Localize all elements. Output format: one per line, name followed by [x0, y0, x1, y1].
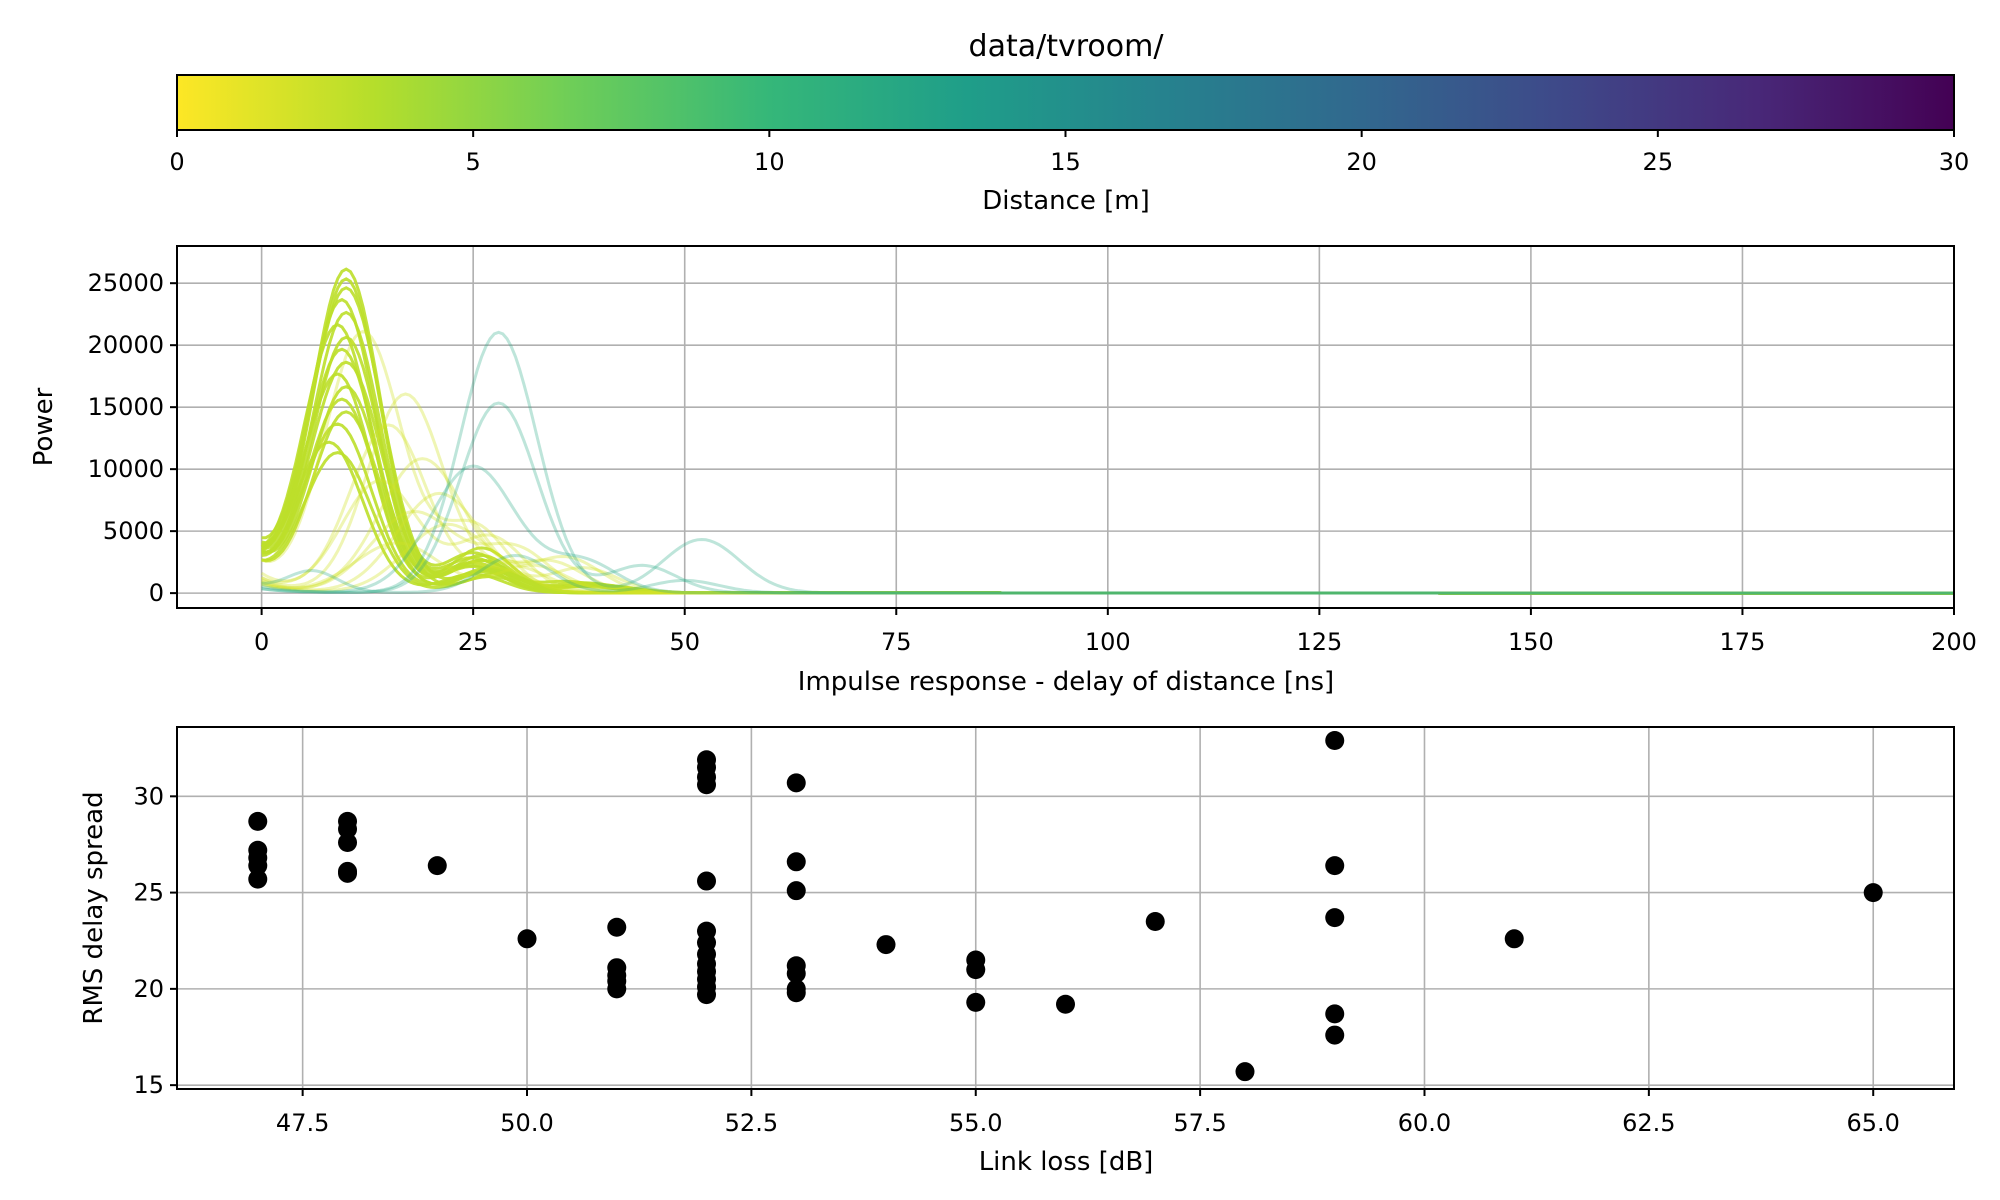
- scatter-point: [786, 881, 806, 901]
- colorbar-tick-label: 25: [1643, 148, 1674, 176]
- scatter-xtick-label: 60.0: [1398, 1109, 1451, 1137]
- scatter-xtick-label: 47.5: [276, 1109, 329, 1137]
- scatter-point: [786, 852, 806, 872]
- impulse-series-line: [261, 491, 1954, 595]
- scatter-xtick-label: 62.5: [1622, 1109, 1675, 1137]
- impulse-series-line: [261, 330, 1954, 595]
- colorbar-tick-label: 30: [1939, 148, 1970, 176]
- scatter-ytick-label: 15: [133, 1071, 164, 1099]
- impulse-series-line: [261, 464, 1954, 595]
- scatter-xtick-label: 55.0: [949, 1109, 1002, 1137]
- scatter-ylabel: RMS delay spread: [79, 791, 109, 1024]
- scatter-point: [248, 811, 268, 831]
- colorbar-tick-label: 15: [1050, 148, 1081, 176]
- impulse-grid: [177, 246, 1955, 608]
- impulse-xtick-label: 125: [1296, 628, 1342, 656]
- impulse-xtick-label: 175: [1720, 628, 1766, 656]
- colorbar-tick-label: 10: [754, 148, 785, 176]
- impulse-panel: 0 25 50 75 100 125 150 175 200 0 5000 10000 15000 200…: [29, 245, 1977, 697]
- scatter-point: [607, 917, 627, 937]
- scatter-point: [786, 983, 806, 1003]
- impulse-series-line: [261, 401, 1954, 595]
- impulse-series-line: [260, 423, 1954, 595]
- impulse-ytick-label: 10000: [88, 455, 164, 483]
- scatter-xtick-label: 65.0: [1847, 1109, 1900, 1137]
- colorbar-tick-label: 20: [1346, 148, 1377, 176]
- scatter-point: [338, 863, 358, 883]
- scatter-xtick-label: 57.5: [1173, 1109, 1226, 1137]
- scatter-point: [1235, 1062, 1255, 1082]
- impulse-ytick-label: 0: [149, 579, 164, 607]
- impulse-series-line: [261, 478, 1954, 595]
- impulse-xtick-label: 0: [254, 628, 269, 656]
- scatter-xtick-label: 52.5: [725, 1109, 778, 1137]
- scatter-xlabel: Link loss [dB]: [979, 1147, 1154, 1177]
- scatter-point: [338, 819, 358, 839]
- scatter-ticks: 47.5 50.0 52.5 55.0 57.5 60.0 62.5 65.0 15 20 25 30: [133, 782, 1899, 1137]
- scatter-grid: [177, 727, 1954, 1089]
- scatter-ytick-label: 20: [133, 975, 164, 1003]
- impulse-xtick-label: 150: [1508, 628, 1554, 656]
- impulse-xtick-label: 25: [458, 628, 489, 656]
- scatter-point: [966, 992, 986, 1012]
- colorbar-panel: data/tvroom/ 0 5 10 15 20 25 30 Distance [m]: [169, 29, 1969, 216]
- scatter-point: [1145, 911, 1165, 931]
- scatter-point: [1325, 856, 1345, 876]
- impulse-xlabel: Impulse response - delay of distance [ns…: [798, 667, 1334, 697]
- impulse-xtick-label: 200: [1931, 628, 1977, 656]
- scatter-point: [876, 935, 896, 955]
- impulse-ytick-label: 20000: [88, 331, 164, 359]
- colorbar-title: data/tvroom/: [969, 29, 1165, 64]
- scatter-point: [966, 960, 986, 980]
- scatter-point: [697, 775, 717, 795]
- colorbar-ticks: 0 5 10 15 20 25 30: [169, 130, 1969, 176]
- impulse-ticks: 0 25 50 75 100 125 150 175 200 0 5000 10000 15000 200…: [88, 269, 1977, 656]
- scatter-point: [517, 929, 537, 949]
- scatter-points: [248, 730, 1883, 1082]
- scatter-point: [1325, 1025, 1345, 1045]
- scatter-point: [1504, 929, 1524, 949]
- impulse-frame: [176, 245, 1955, 609]
- impulse-lines: [260, 267, 1954, 595]
- colorbar-tick-label: 5: [466, 148, 481, 176]
- scatter-point: [607, 979, 627, 999]
- scatter-frame: [176, 726, 1955, 1090]
- impulse-series-line: [261, 553, 1954, 595]
- impulse-series-line: [261, 541, 1954, 595]
- impulse-series-line: [261, 451, 1954, 595]
- scatter-point: [786, 773, 806, 793]
- scatter-point: [248, 869, 268, 889]
- scatter-point: [1863, 883, 1883, 903]
- scatter-point: [697, 871, 717, 891]
- impulse-xtick-label: 100: [1085, 628, 1131, 656]
- scatter-ytick-label: 30: [133, 782, 164, 810]
- impulse-ytick-label: 25000: [88, 269, 164, 297]
- scatter-point: [1325, 1004, 1345, 1024]
- scatter-point: [338, 833, 358, 853]
- impulse-ylabel: Power: [29, 387, 59, 466]
- impulse-ytick-label: 5000: [103, 517, 164, 545]
- scatter-point: [786, 963, 806, 983]
- scatter-point: [1056, 994, 1075, 1014]
- scatter-xtick-label: 50.0: [500, 1109, 553, 1137]
- impulse-series-line: [261, 329, 1954, 595]
- scatter-point: [1325, 730, 1345, 750]
- impulse-ytick-label: 15000: [88, 393, 164, 421]
- scatter-ytick-label: 25: [133, 879, 164, 907]
- scatter-point: [427, 856, 447, 876]
- impulse-xtick-label: 75: [881, 628, 912, 656]
- impulse-series-line: [261, 457, 1954, 595]
- scatter-panel: 47.5 50.0 52.5 55.0 57.5 60.0 62.5 65.0 15 20 25 30…: [79, 726, 1955, 1177]
- impulse-xtick-label: 50: [669, 628, 700, 656]
- colorbar-tick-label: 0: [169, 148, 184, 176]
- scatter-point: [248, 856, 268, 876]
- colorbar-gradient: [177, 75, 1954, 130]
- impulse-series-line: [260, 392, 1954, 595]
- impulse-series-line: [261, 522, 1954, 595]
- scatter-point: [1325, 908, 1345, 928]
- scatter-point: [697, 985, 717, 1005]
- colorbar-xlabel: Distance [m]: [982, 186, 1150, 216]
- impulse-series-line: [261, 509, 1954, 595]
